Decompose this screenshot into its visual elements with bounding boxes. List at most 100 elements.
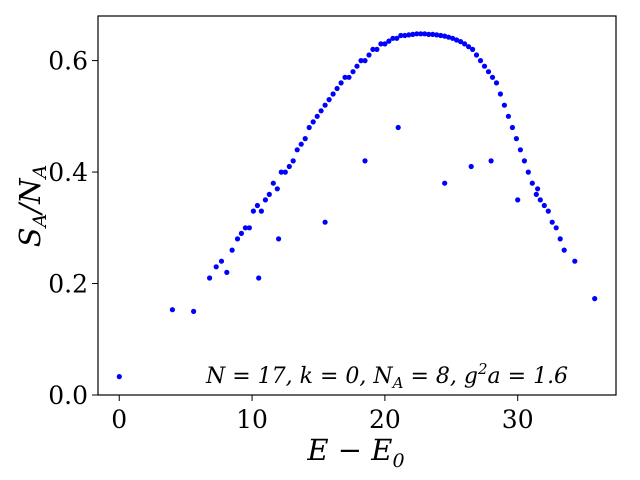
data-point <box>302 136 308 142</box>
data-point <box>406 32 412 38</box>
data-point <box>557 236 563 242</box>
y-tick-label: 0.4 <box>48 158 88 187</box>
data-point <box>262 197 268 203</box>
data-point <box>390 35 396 41</box>
data-point <box>256 275 262 281</box>
data-point <box>497 91 503 97</box>
data-point <box>541 202 547 209</box>
data-point <box>426 31 432 37</box>
data-point <box>450 35 456 41</box>
scatter-points <box>116 31 598 380</box>
data-point <box>378 41 384 47</box>
data-point <box>169 307 175 313</box>
data-point <box>537 197 543 203</box>
data-point <box>592 296 598 302</box>
data-point <box>350 69 356 75</box>
x-axis-label: E − E0 <box>306 433 404 472</box>
x-tick-label: 0 <box>111 405 127 434</box>
data-point <box>535 186 541 192</box>
data-point <box>358 58 364 64</box>
data-point <box>370 46 376 53</box>
data-point <box>346 74 352 80</box>
data-point <box>468 163 474 170</box>
data-point <box>234 236 241 242</box>
data-point <box>278 169 284 175</box>
data-point <box>242 225 248 231</box>
data-point <box>258 208 264 214</box>
data-point <box>501 102 507 108</box>
data-point <box>276 236 282 242</box>
data-point <box>250 208 256 214</box>
data-point <box>458 39 464 45</box>
data-point <box>414 31 420 37</box>
data-point <box>515 197 521 203</box>
annotation: N = 17, k = 0, NA = 8, g2a = 1.6 <box>205 360 568 392</box>
data-point <box>322 219 328 225</box>
x-tick-label: 20 <box>369 405 401 434</box>
data-point <box>561 247 567 253</box>
data-point <box>254 202 260 209</box>
data-point <box>485 69 492 75</box>
data-point <box>488 158 494 164</box>
data-point <box>430 31 436 37</box>
data-point <box>513 136 520 142</box>
data-point <box>330 91 336 97</box>
data-point <box>270 180 276 186</box>
data-point <box>418 31 424 37</box>
y-tick-label: 0.6 <box>48 47 88 76</box>
data-point <box>395 124 401 131</box>
data-point <box>438 32 444 39</box>
data-point <box>505 113 511 119</box>
data-point <box>572 258 578 264</box>
data-point <box>545 208 551 214</box>
data-point <box>481 63 488 69</box>
data-point <box>434 32 440 38</box>
data-point <box>322 102 328 108</box>
data-point <box>517 147 524 153</box>
data-point <box>326 97 332 103</box>
data-point <box>509 124 515 131</box>
data-point <box>521 158 528 164</box>
data-point <box>362 158 368 164</box>
data-point <box>229 247 235 253</box>
x-tick-label: 30 <box>502 405 534 434</box>
data-point <box>529 180 535 186</box>
data-point <box>306 124 312 131</box>
y-axis-label: SA/NA <box>13 165 51 248</box>
y-ticks: 0.0 0.2 0.4 0.6 <box>48 47 98 410</box>
data-point <box>398 32 404 39</box>
data-point <box>191 308 197 314</box>
data-point <box>224 269 230 275</box>
x-tick-label: 10 <box>236 405 268 434</box>
data-point <box>294 147 300 153</box>
data-point <box>470 46 476 53</box>
data-point <box>310 119 316 125</box>
data-point <box>342 74 348 80</box>
data-point <box>533 191 539 197</box>
data-point <box>446 34 452 40</box>
data-point <box>442 33 448 39</box>
data-point <box>266 191 272 197</box>
data-point <box>362 58 368 64</box>
data-point <box>386 38 392 44</box>
data-point <box>382 41 388 47</box>
data-point <box>553 225 559 231</box>
data-point <box>442 180 448 186</box>
data-point <box>489 74 496 80</box>
data-point <box>477 58 484 64</box>
data-point <box>290 158 296 164</box>
data-point <box>338 80 344 86</box>
data-point <box>473 52 480 58</box>
data-point <box>394 35 400 41</box>
data-point <box>374 46 380 53</box>
data-point <box>366 52 372 58</box>
data-point <box>207 275 213 281</box>
plot-frame <box>97 15 617 396</box>
data-point <box>282 169 288 175</box>
data-point <box>493 80 500 86</box>
data-point <box>314 113 320 119</box>
data-point <box>218 258 225 264</box>
data-point <box>246 225 252 231</box>
data-point <box>525 169 531 175</box>
